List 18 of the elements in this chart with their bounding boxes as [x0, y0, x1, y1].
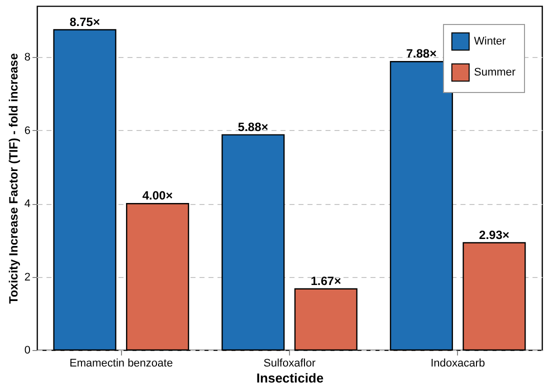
x-tick-label: Emamectin benzoate: [69, 358, 173, 370]
data-label: 4.00×: [142, 188, 173, 203]
y-tick-label: 6: [24, 124, 30, 137]
legend-label: Summer: [474, 66, 516, 78]
data-label: 8.75×: [70, 14, 100, 29]
legend-label: Winter: [474, 36, 506, 48]
y-tick-label: 4: [24, 198, 30, 210]
y-tick-label: 2: [24, 271, 30, 284]
x-axis-title: Insecticide: [256, 370, 324, 386]
data-label: 5.88×: [238, 120, 268, 134]
y-axis-title: Toxicity Increase Factor (TIF) - fold increase: [6, 52, 20, 304]
data-label: 2.93×: [479, 228, 510, 242]
y-tick-label: 0: [24, 344, 30, 356]
data-label: 1.67×: [310, 274, 342, 288]
x-tick-label: Sulfoxaflor: [264, 358, 316, 370]
y-tick-label: 8: [24, 52, 30, 64]
x-tick-label: Indoxacarb: [430, 358, 486, 370]
data-label: 7.88×: [406, 46, 437, 61]
